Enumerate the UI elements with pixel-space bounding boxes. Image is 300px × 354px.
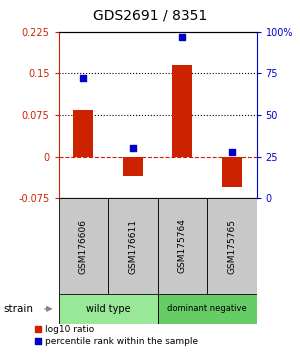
Text: GDS2691 / 8351: GDS2691 / 8351 [93, 9, 207, 23]
Bar [222, 156, 242, 187]
Bar [58, 294, 158, 324]
Bar [207, 198, 256, 294]
Point [230, 149, 234, 154]
Bar [123, 156, 143, 176]
Text: GSM176611: GSM176611 [128, 218, 137, 274]
Text: GSM175764: GSM175764 [178, 218, 187, 274]
Text: dominant negative: dominant negative [167, 304, 247, 313]
Bar [58, 198, 108, 294]
Bar [108, 198, 158, 294]
Point [180, 34, 185, 40]
Point [81, 76, 86, 81]
Point [130, 145, 135, 151]
Text: GSM175765: GSM175765 [227, 218, 236, 274]
Bar [158, 294, 256, 324]
Bar [172, 65, 192, 156]
Text: GSM176606: GSM176606 [79, 218, 88, 274]
Text: strain: strain [3, 304, 33, 314]
Legend: log10 ratio, percentile rank within the sample: log10 ratio, percentile rank within the … [32, 321, 202, 349]
Bar [158, 198, 207, 294]
Text: wild type: wild type [86, 304, 130, 314]
Bar [73, 109, 93, 156]
